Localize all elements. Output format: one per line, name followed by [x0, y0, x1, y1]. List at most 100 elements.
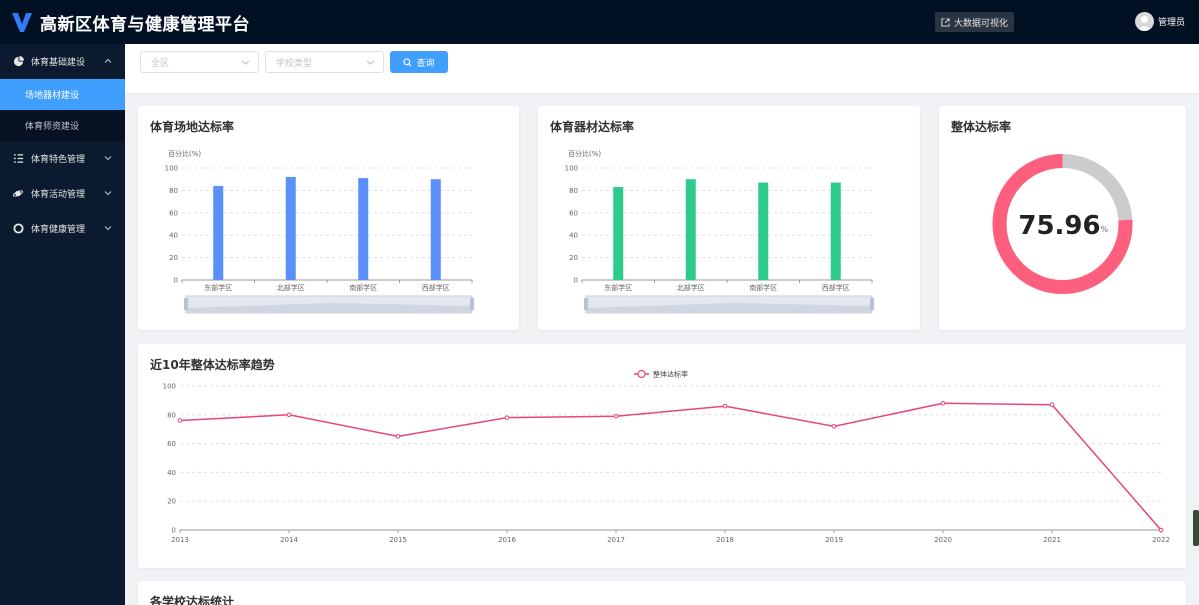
x-tick-label: 2019	[825, 536, 843, 544]
query-label: 查询	[416, 58, 435, 69]
x-tick-label: 2015	[389, 536, 407, 544]
user-menu[interactable]: 管理员	[1135, 12, 1185, 31]
schools-stat-card: 各学校达标统计	[138, 581, 1186, 605]
overall-rate-value: 75.96	[1018, 211, 1100, 241]
trend-series-line	[179, 402, 1162, 531]
y-tick-label: 80	[167, 411, 176, 419]
sidebar: 体育基础建设 场地器材建设 体育师资建设 体育特色管理 体育活动管理 体育健康管…	[0, 44, 125, 605]
school-type-select[interactable]: 学校类型	[265, 51, 384, 73]
filter-bar: 全区 学校类型 查询	[125, 44, 1199, 94]
chevron-down-icon	[366, 60, 375, 65]
trend-point	[1158, 527, 1164, 533]
trend-card: 近10年整体达标率趋势 0 20 40 60 80 100 2013 2014 2015 2016…	[138, 344, 1186, 568]
y-tick-label: 60	[169, 209, 178, 217]
x-tick-label: 2014	[280, 536, 298, 544]
bar	[430, 179, 441, 280]
datazoom-preview	[186, 303, 472, 313]
side-scroll-handle[interactable]	[1193, 510, 1199, 546]
top-header: 高新区体育与健康管理平台 大数据可视化 管理员	[0, 0, 1199, 44]
app-title: 高新区体育与健康管理平台	[40, 14, 250, 35]
x-tick-label: 2022	[1152, 536, 1170, 544]
trend-point	[504, 415, 510, 420]
bar	[758, 182, 769, 280]
pie-icon	[12, 56, 24, 68]
list-icon	[12, 153, 24, 165]
search-icon	[403, 57, 412, 66]
bar	[358, 178, 369, 280]
equipment-rate-title: 体育器材达标率	[550, 120, 635, 134]
equipment-rate-card: 体育器材达标率 百分比(%) 0 20 40 60 80 100 东部学区 北部学区 南部学区 西部…	[538, 106, 920, 330]
x-tick-label: 东部学区	[204, 283, 232, 292]
legend-label: 整体达标率	[653, 370, 688, 379]
trend-point	[1049, 402, 1055, 408]
y-tick-label: 100	[163, 383, 176, 391]
sidebar-item-label: 体育基础建设	[31, 58, 86, 68]
datazoom-handle-right	[470, 298, 474, 310]
user-name: 管理员	[1158, 18, 1186, 28]
chevron-down-icon	[241, 60, 250, 65]
sidebar-item-health[interactable]: 体育健康管理	[0, 211, 125, 246]
y-tick-label: 60	[569, 209, 578, 217]
x-tick-label: 南部学区	[349, 283, 377, 292]
bar	[830, 182, 841, 280]
schools-stat-title: 各学校达标统计	[150, 595, 235, 605]
y-tick-label: 100	[165, 165, 178, 173]
avatar-icon	[1135, 12, 1154, 31]
trend-title: 近10年整体达标率趋势	[150, 358, 275, 372]
x-tick-label: 2018	[716, 536, 734, 544]
y-axis-label: 百分比(%)	[568, 149, 601, 158]
chevron-down-icon	[104, 191, 112, 196]
trend-point	[613, 413, 619, 419]
trend-point	[722, 403, 728, 409]
datazoom-handle-right	[870, 298, 874, 310]
district-select-placeholder: 全区	[151, 58, 170, 69]
sidebar-item-features[interactable]: 体育特色管理	[0, 141, 125, 176]
x-tick-label: 西部学区	[822, 283, 850, 292]
y-tick-label: 20	[569, 254, 578, 262]
bar	[285, 176, 296, 280]
equipment-rate-chart: 百分比(%) 0 20 40 60 80 100 东部学区 北部学区 南部学区 西部学区	[565, 149, 874, 314]
x-tick-label: 南部学区	[749, 283, 777, 292]
trend-point	[286, 412, 292, 418]
sidebar-subitem-venue-equipment[interactable]: 场地器材建设	[0, 79, 125, 110]
y-tick-label: 40	[167, 469, 176, 477]
x-tick-label: 2021	[1043, 536, 1061, 544]
trend-point	[177, 418, 183, 423]
x-tick-label: 西部学区	[422, 283, 450, 292]
venue-rate-card: 体育场地达标率 百分比(%) 0 20 40 60 80 100 东部学区 北部学区 南部学区 西部…	[138, 106, 519, 330]
logo-icon	[12, 13, 32, 32]
venue-rate-title: 体育场地达标率	[150, 120, 235, 134]
x-tick-label: 2013	[171, 536, 189, 544]
trend-chart: 0 20 40 60 80 100 2013 2014 2015 2016 2017 2018 2019…	[163, 370, 1170, 545]
x-tick-label: 东部学区	[604, 283, 632, 292]
sidebar-item-label: 体育特色管理	[31, 155, 86, 165]
bigdata-visualization-button[interactable]: 大数据可视化	[935, 12, 1015, 32]
life-ring-icon	[12, 223, 24, 235]
datazoom-slider	[184, 295, 474, 314]
sidebar-item-activities[interactable]: 体育活动管理	[0, 176, 125, 211]
x-tick-label: 北部学区	[277, 283, 305, 292]
y-axis-label: 百分比(%)	[168, 149, 201, 158]
y-tick-label: 40	[169, 232, 178, 240]
trend-legend: 整体达标率	[634, 370, 688, 379]
chevron-down-icon	[104, 156, 112, 161]
y-tick-label: 0	[172, 527, 176, 535]
trend-point	[395, 434, 401, 439]
gauge-value-slice	[992, 154, 1133, 294]
query-button[interactable]: 查询	[390, 51, 448, 73]
sidebar-item-label: 体育健康管理	[31, 225, 86, 235]
district-select[interactable]: 全区	[140, 51, 259, 73]
datazoom-preview	[586, 303, 872, 313]
y-tick-label: 20	[167, 498, 176, 506]
planet-icon	[12, 188, 24, 200]
x-tick-label: 2017	[607, 536, 625, 544]
x-tick-label: 北部学区	[677, 283, 705, 292]
datazoom-slider	[584, 295, 874, 314]
y-tick-label: 100	[565, 165, 578, 173]
y-tick-label: 40	[569, 232, 578, 240]
y-tick-label: 0	[174, 277, 178, 285]
trend-point	[831, 424, 837, 429]
bar	[213, 185, 224, 280]
sidebar-subitem-teachers[interactable]: 体育师资建设	[0, 110, 125, 141]
sidebar-item-basic-construction[interactable]: 体育基础建设	[0, 44, 125, 79]
